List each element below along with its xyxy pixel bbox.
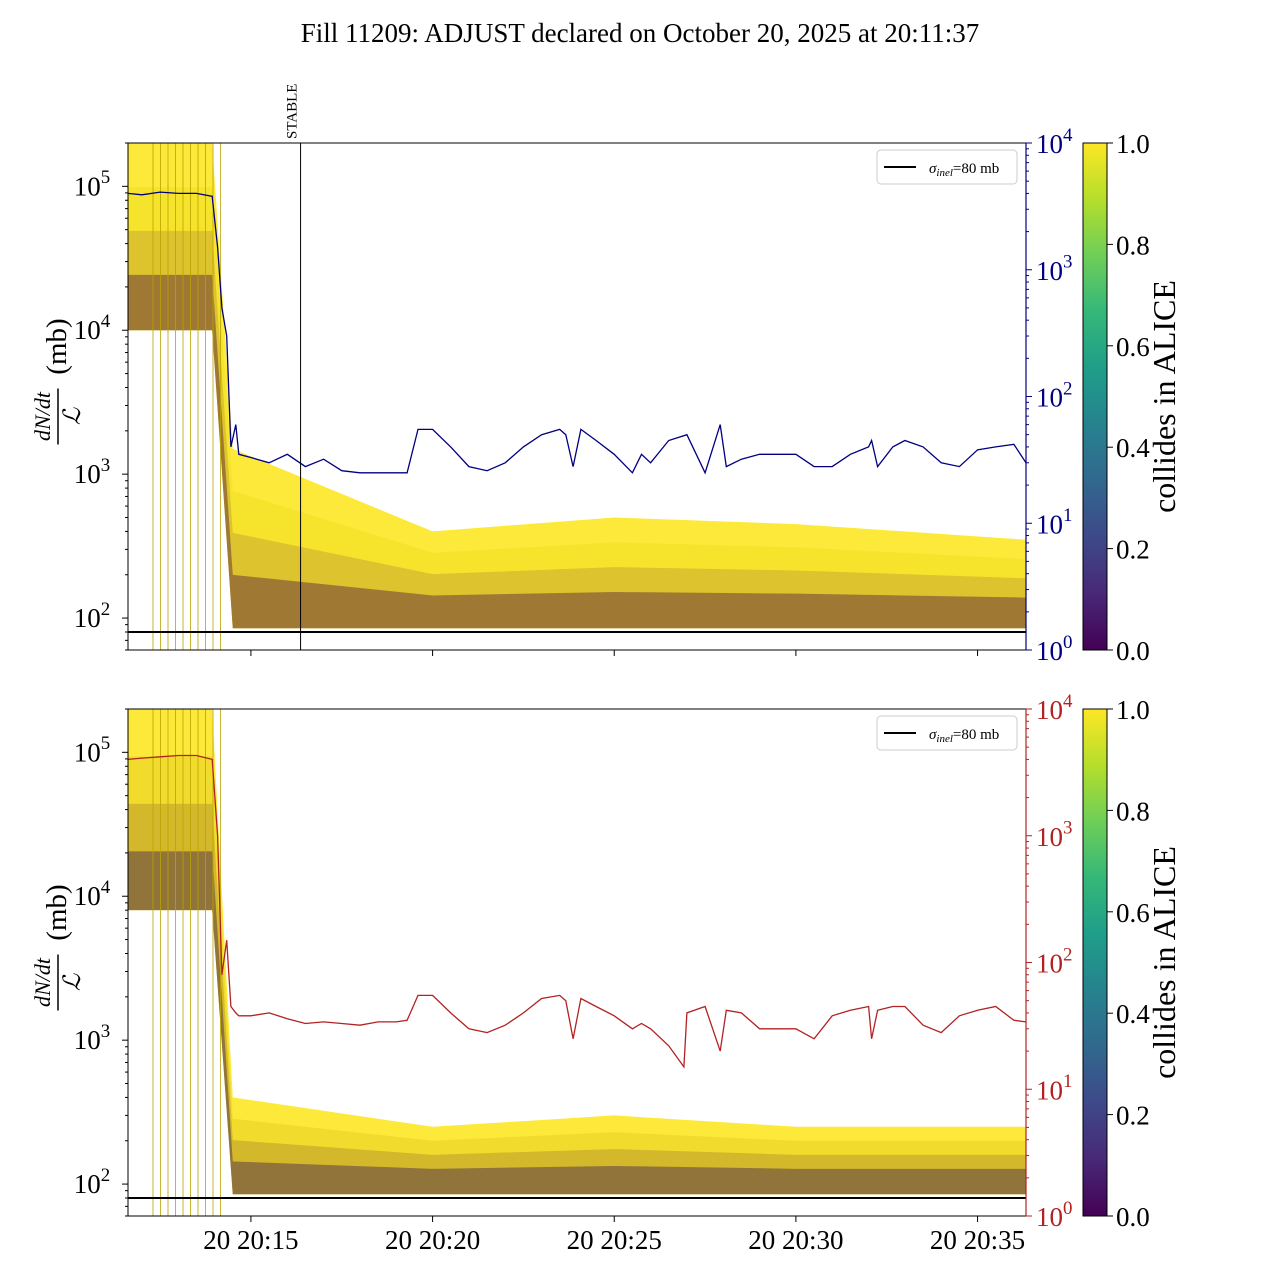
y-tick-label: 102 <box>74 1165 110 1199</box>
y2-tick-label: 102 <box>1036 378 1072 412</box>
series-line <box>128 191 1026 475</box>
y-tick-label: 105 <box>74 167 110 201</box>
y2-tick-label: 104 <box>1036 691 1073 725</box>
y-label-denominator: ℒ <box>60 407 86 425</box>
x-tick-label: 20 20:35 <box>930 1225 1025 1255</box>
colorbar <box>1082 708 1108 1217</box>
plot-panel-top: STABLE 102 103 104 105 100 101 102 103 104 dN/dt ℒ (… <box>30 84 1182 666</box>
legend-box <box>876 715 1018 751</box>
y-label-numerator: dN/dt <box>30 957 55 1007</box>
y-tick-label: 103 <box>74 1021 110 1055</box>
colorbar-label: collides in ALICE <box>1146 280 1182 513</box>
legend-label: σinel=80 mb <box>929 727 999 745</box>
colorbar-tick-label: 1.0 <box>1116 695 1150 725</box>
stable-label: STABLE <box>285 84 301 139</box>
trace-band-1 <box>128 756 1026 1195</box>
y-label-unit: (mb) <box>41 884 73 940</box>
plot-area <box>128 709 1026 1216</box>
y-tick-label: 105 <box>74 733 110 767</box>
y2-tick-label: 101 <box>1036 1071 1072 1105</box>
x-tick-label: 20 20:20 <box>385 1225 480 1255</box>
trace-band-2 <box>128 230 1026 629</box>
legend-box <box>876 149 1018 185</box>
y-tick-label: 102 <box>74 599 110 633</box>
y-tick-label: 104 <box>74 877 111 911</box>
plot-area <box>128 143 1026 650</box>
colorbar-tick-label: 0.0 <box>1116 636 1150 666</box>
y2-tick-label: 100 <box>1036 632 1072 666</box>
colorbar-tick-label: 0.2 <box>1116 1101 1150 1131</box>
y2-tick-label: 101 <box>1036 505 1072 539</box>
y-axis-label: dN/dt ℒ (mb) <box>30 318 86 445</box>
y-tick-label: 104 <box>74 311 111 345</box>
legend: σinel=80 mb <box>876 715 1018 751</box>
plot-panel-bottom: 102 103 104 105 100 101 102 103 104 20 20:15 20 20… <box>30 691 1182 1255</box>
colorbar-tick-label: 0.8 <box>1116 230 1150 260</box>
colorbar-tick-label: 0.6 <box>1116 332 1150 362</box>
trace-band-0 <box>128 709 1026 1195</box>
y2-tick-label: 100 <box>1036 1198 1072 1232</box>
colorbar-tick-label: 1.0 <box>1116 129 1150 159</box>
colorbar-tick-label: 0.2 <box>1116 535 1150 565</box>
legend: σinel=80 mb <box>876 149 1018 185</box>
y-axis-label: dN/dt ℒ (mb) <box>30 884 86 1011</box>
y-label-numerator: dN/dt <box>30 391 55 441</box>
trace-band-0 <box>128 143 1026 629</box>
figure-title: Fill 11209: ADJUST declared on October 2… <box>300 18 980 48</box>
colorbar-label: collides in ALICE <box>1146 846 1182 1079</box>
series-line <box>128 754 1026 1069</box>
y-tick-label: 103 <box>74 455 110 489</box>
y-label-denominator: ℒ <box>60 973 86 991</box>
colorbar-tick-label: 0.8 <box>1116 796 1150 826</box>
colorbar-tick-label: 0.4 <box>1116 433 1150 463</box>
legend-label: σinel=80 mb <box>929 161 999 179</box>
y2-tick-label: 103 <box>1036 818 1072 852</box>
colorbar <box>1082 142 1108 651</box>
x-tick-label: 20 20:15 <box>203 1225 298 1255</box>
y2-tick-label: 103 <box>1036 252 1072 286</box>
y2-tick-label: 102 <box>1036 944 1072 978</box>
y2-tick-label: 104 <box>1036 125 1073 159</box>
colorbar-tick-label: 0.4 <box>1116 999 1150 1029</box>
trace-band-2 <box>128 803 1026 1195</box>
x-tick-label: 20 20:25 <box>567 1225 662 1255</box>
x-tick-label: 20 20:30 <box>748 1225 843 1255</box>
y-label-unit: (mb) <box>41 318 73 374</box>
colorbar-tick-label: 0.0 <box>1116 1202 1150 1232</box>
colorbar-tick-label: 0.6 <box>1116 898 1150 928</box>
